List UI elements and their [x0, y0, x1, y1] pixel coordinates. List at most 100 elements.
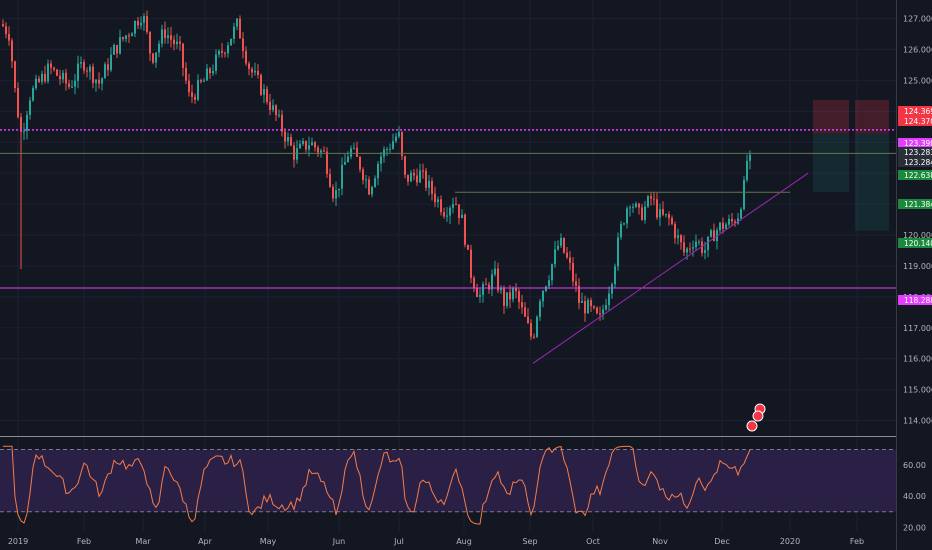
price-tag[interactable] [898, 116, 932, 126]
rsi-tick-label: 60.00 [903, 461, 926, 470]
candle-body [647, 196, 649, 207]
price-tick-label: 125.000 [903, 76, 932, 85]
price-tag-label: 122.638 [904, 171, 932, 180]
candle-body [704, 250, 706, 253]
price-tag[interactable] [898, 238, 932, 248]
candle-body [317, 147, 319, 153]
candle-body [389, 148, 391, 150]
candle-body [188, 80, 190, 93]
take-profit-zone[interactable] [855, 133, 889, 231]
candle-body [38, 78, 40, 82]
price-tag-label: 120.140 [904, 239, 932, 248]
candle-body [77, 63, 79, 81]
candle-body [83, 62, 85, 71]
candle-body [428, 180, 430, 188]
candle-body [122, 37, 124, 40]
trendline[interactable] [532, 172, 809, 364]
candle-body [509, 292, 511, 300]
candle-body [107, 64, 109, 71]
candle-body [293, 145, 295, 160]
candle-body [515, 288, 517, 292]
candle-body [473, 277, 475, 289]
stop-loss-zone[interactable] [855, 99, 889, 134]
candle-body [659, 209, 661, 218]
candle-body [14, 61, 16, 89]
price-tag[interactable] [898, 199, 932, 209]
candle-body [335, 190, 337, 199]
date-tick-label: Jul [393, 537, 404, 546]
candle-body [125, 35, 127, 40]
candle-body [161, 29, 163, 44]
candle-body [5, 26, 7, 35]
candle-body [413, 172, 415, 176]
candle-body [29, 100, 31, 115]
candle-body [74, 80, 76, 87]
candle-body [281, 114, 283, 132]
candle-body [632, 206, 634, 208]
price-tag[interactable] [898, 170, 932, 180]
candle-body [134, 20, 136, 34]
candle-body [518, 291, 520, 303]
price-tick-label: 120.000 [903, 231, 932, 240]
candle-body [395, 136, 397, 142]
candle-body [278, 114, 280, 116]
candle-body [65, 72, 67, 84]
date-axis[interactable]: 2019 Feb Mar Apr May Jun Jul Aug Sep Oct Nov Dec 202… [8, 537, 864, 546]
price-tag[interactable] [898, 147, 932, 157]
candle-body [365, 179, 367, 181]
candle-body [437, 199, 439, 203]
candle-body [230, 38, 232, 46]
candle-body [500, 288, 502, 291]
candle-body [665, 214, 667, 216]
candle-body [407, 174, 409, 182]
candle-body [458, 204, 460, 219]
candle-body [569, 257, 571, 263]
candle-body [131, 33, 133, 37]
date-tick-label: Feb [850, 537, 864, 546]
price-tag[interactable] [898, 106, 932, 116]
event-marker-icon[interactable] [752, 410, 764, 422]
candle-body [596, 307, 598, 314]
candle-body [185, 67, 187, 81]
candle-body [683, 242, 685, 253]
candle-body [635, 203, 637, 207]
price-tag-label: 124.369 [904, 107, 932, 116]
date-tick-label: Sep [522, 537, 537, 546]
candle-body [344, 162, 346, 165]
event-markers[interactable] [746, 403, 766, 432]
candle-body [164, 29, 166, 38]
candle-body [236, 18, 238, 27]
candle-body [671, 218, 673, 225]
candle-body [449, 207, 451, 216]
candle-body [461, 214, 463, 219]
candle-body [248, 63, 250, 69]
candle-body [8, 34, 10, 41]
candle-body [170, 35, 172, 40]
price-tag[interactable] [898, 295, 932, 305]
candle-body [599, 313, 601, 315]
price-axis[interactable]: 127.000126.000125.000124.000123.000122.0… [897, 0, 932, 550]
price-tag[interactable] [898, 157, 932, 167]
date-tick-label: 2019 [8, 537, 28, 546]
candle-body [20, 117, 22, 132]
candle-body [542, 290, 544, 302]
price-tag[interactable] [898, 138, 932, 148]
candle-body [527, 316, 529, 324]
candle-body [581, 301, 583, 303]
price-tag-label: 118.288 [904, 296, 932, 305]
event-marker-icon[interactable] [746, 420, 758, 432]
candle-body [641, 207, 643, 220]
stop-loss-zone[interactable] [813, 99, 849, 134]
candle-body [482, 284, 484, 296]
candle-body [386, 149, 388, 151]
take-profit-zone[interactable] [813, 133, 849, 193]
candle-body [290, 137, 292, 146]
candle-body [356, 147, 358, 157]
candle-body [101, 78, 103, 84]
candle-body [341, 164, 343, 189]
candle-body [71, 86, 73, 88]
date-tick-label: 2020 [780, 537, 800, 546]
candle-body [719, 222, 721, 231]
